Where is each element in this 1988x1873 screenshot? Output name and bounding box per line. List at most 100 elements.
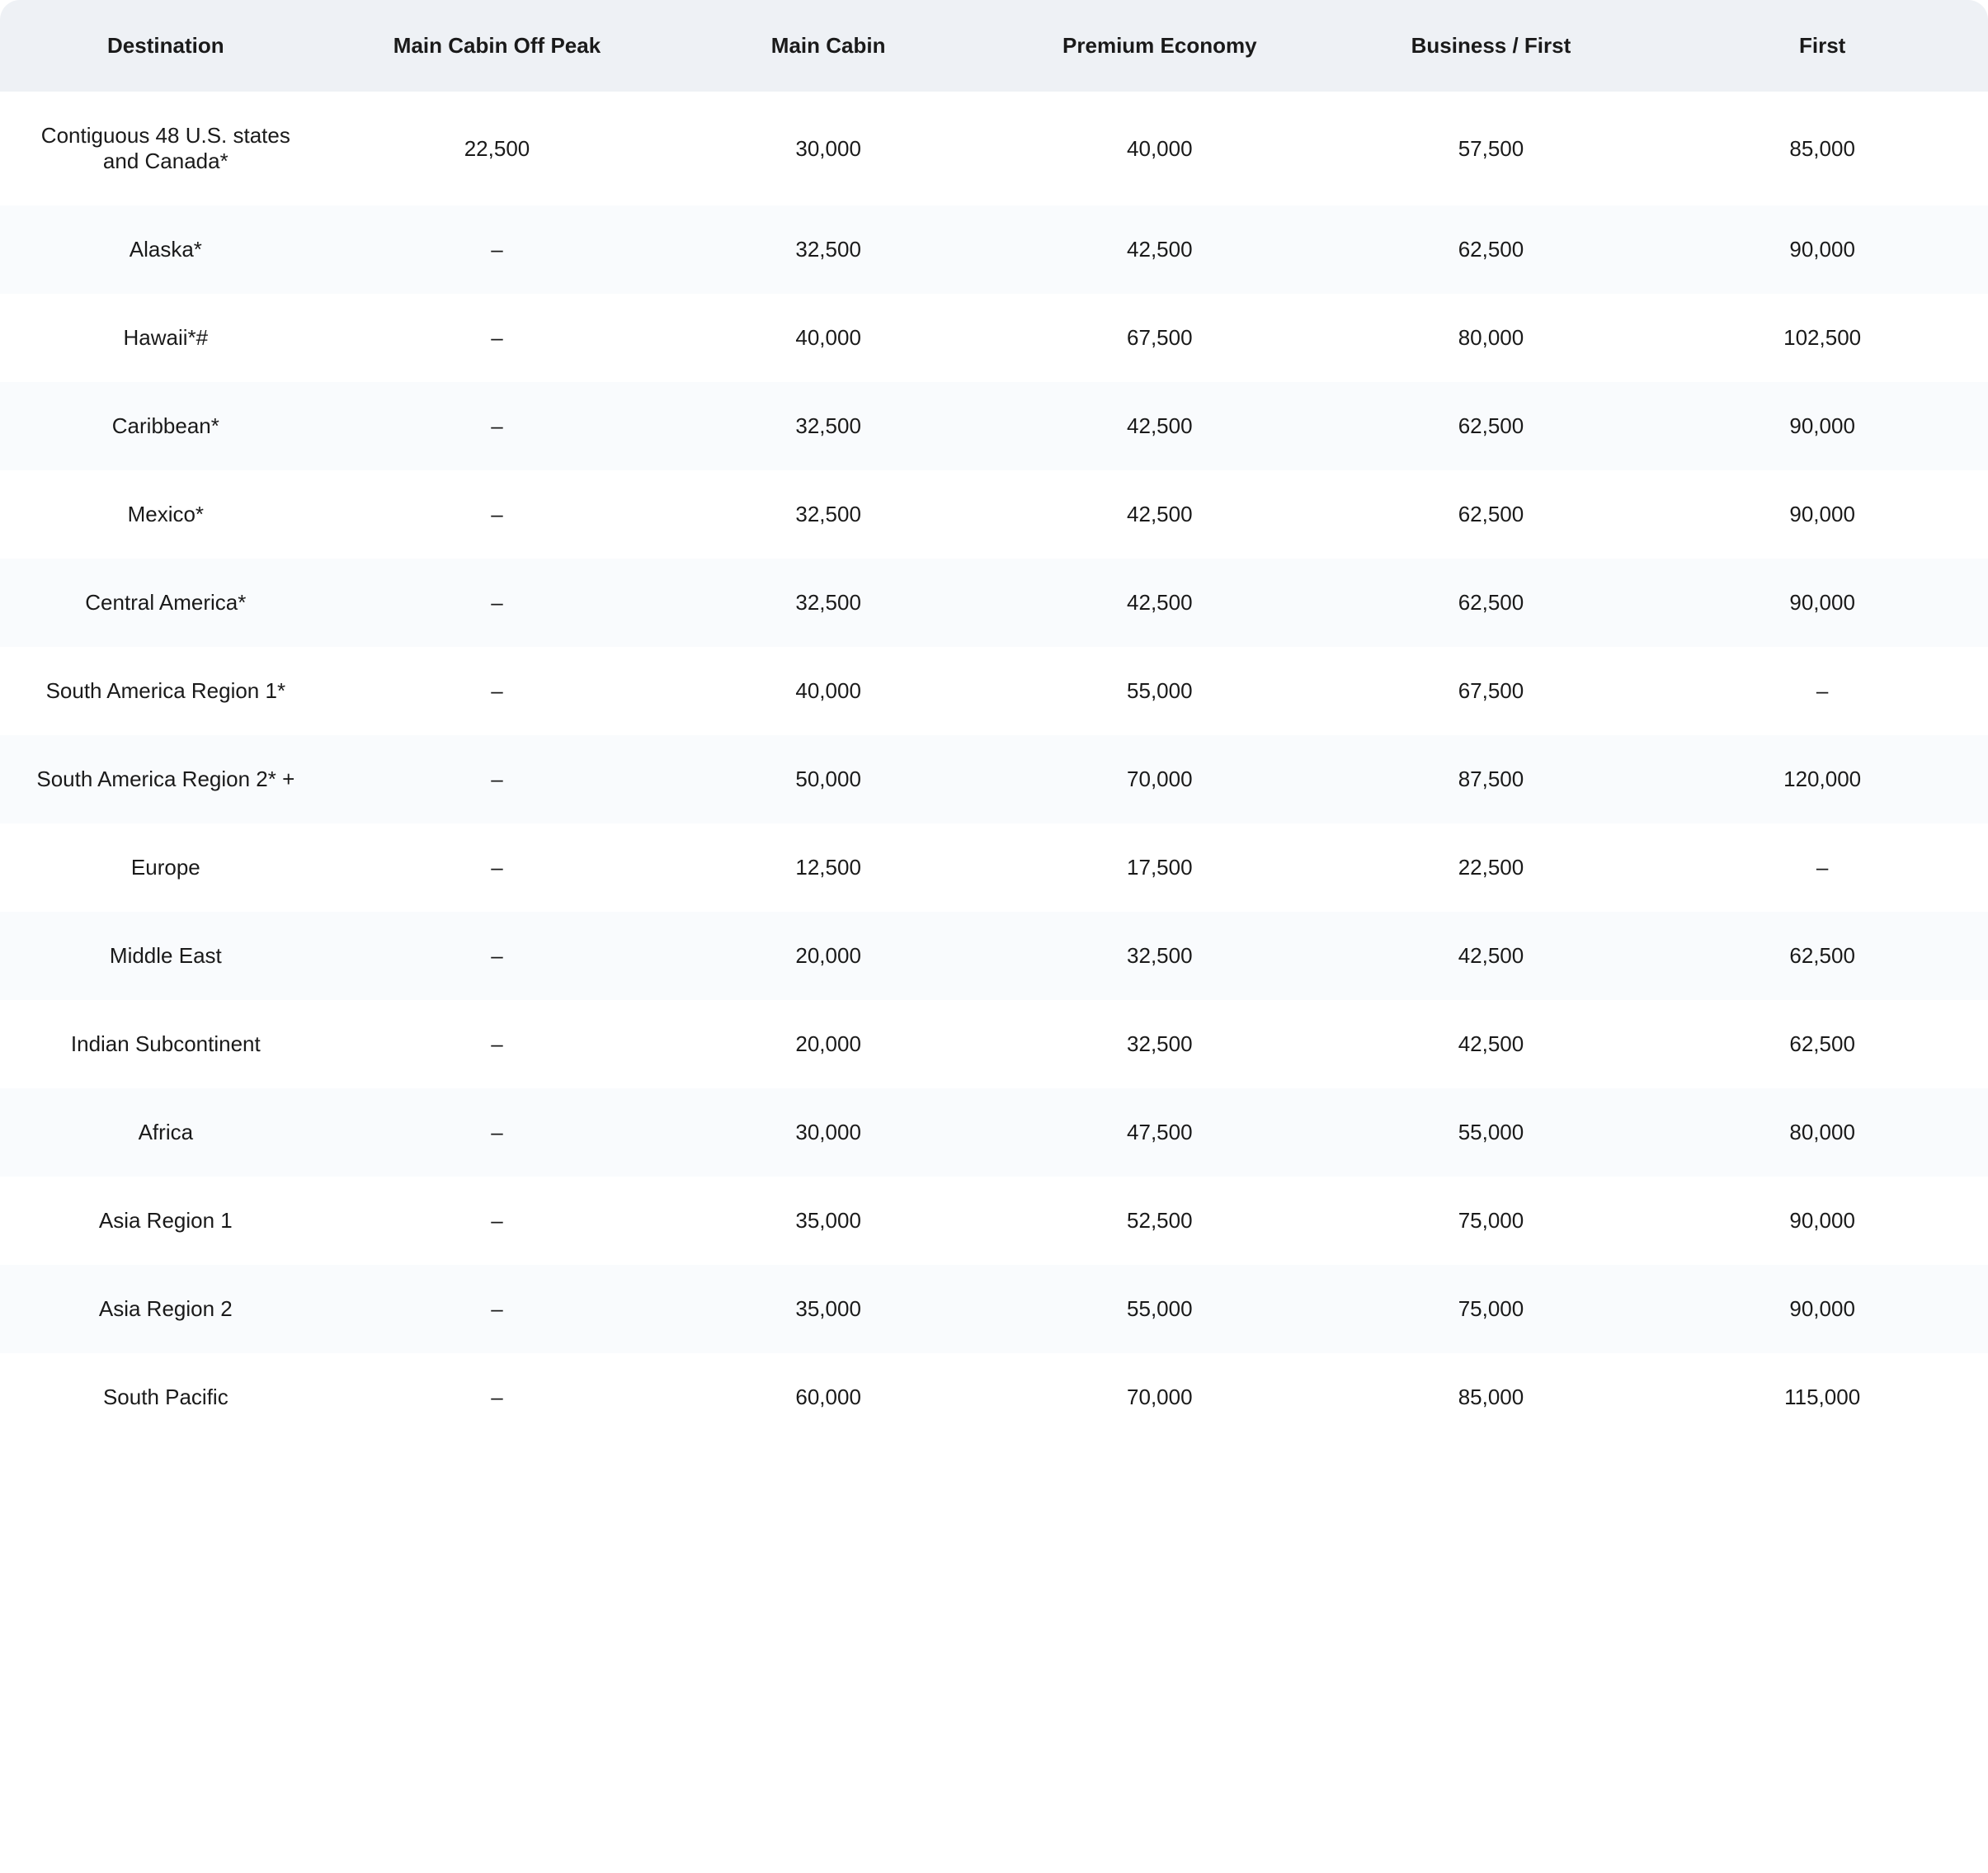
cell-destination: Central America* [0,559,332,647]
cell-value: 85,000 [1326,1353,1657,1441]
table-row: South Pacific–60,00070,00085,000115,000 [0,1353,1988,1441]
table-row: Europe–12,50017,50022,500– [0,823,1988,912]
cell-destination: Middle East [0,912,332,1000]
cell-value: 55,000 [1326,1088,1657,1177]
cell-value: 22,500 [1326,823,1657,912]
cell-value: – [332,1265,663,1353]
cell-value: 55,000 [994,647,1326,735]
table-row: Hawaii*#–40,00067,50080,000102,500 [0,294,1988,382]
cell-value: 50,000 [662,735,994,823]
cell-value: 42,500 [994,205,1326,294]
cell-value: 90,000 [1656,1177,1988,1265]
cell-destination: Africa [0,1088,332,1177]
cell-value: 42,500 [994,470,1326,559]
cell-value: 17,500 [994,823,1326,912]
cell-value: – [332,294,663,382]
cell-value: 52,500 [994,1177,1326,1265]
cell-value: 20,000 [662,912,994,1000]
cell-value: – [332,470,663,559]
cell-value: 90,000 [1656,1265,1988,1353]
table-header: Destination Main Cabin Off Peak Main Cab… [0,0,1988,92]
cell-value: 67,500 [1326,647,1657,735]
table-row: Alaska*–32,50042,50062,50090,000 [0,205,1988,294]
table-header-row: Destination Main Cabin Off Peak Main Cab… [0,0,1988,92]
table-row: Indian Subcontinent–20,00032,50042,50062… [0,1000,1988,1088]
col-header-destination: Destination [0,0,332,92]
cell-value: 60,000 [662,1353,994,1441]
table-row: Caribbean*–32,50042,50062,50090,000 [0,382,1988,470]
cell-value: – [332,735,663,823]
cell-destination: Indian Subcontinent [0,1000,332,1088]
cell-value: 90,000 [1656,470,1988,559]
cell-value: 32,500 [662,470,994,559]
cell-value: 35,000 [662,1177,994,1265]
cell-value: – [332,1088,663,1177]
cell-value: – [332,559,663,647]
cell-destination: Asia Region 1 [0,1177,332,1265]
cell-value: 90,000 [1656,559,1988,647]
table-row: Africa–30,00047,50055,00080,000 [0,1088,1988,1177]
cell-value: 62,500 [1656,1000,1988,1088]
cell-destination: Hawaii*# [0,294,332,382]
cell-value: – [332,1000,663,1088]
cell-value: 35,000 [662,1265,994,1353]
col-header-premium-economy: Premium Economy [994,0,1326,92]
table-row: Central America*–32,50042,50062,50090,00… [0,559,1988,647]
cell-value: 42,500 [1326,1000,1657,1088]
cell-value: 85,000 [1656,92,1988,205]
cell-destination: Europe [0,823,332,912]
table-row: Middle East–20,00032,50042,50062,500 [0,912,1988,1000]
cell-value: 90,000 [1656,382,1988,470]
cell-value: 62,500 [1326,205,1657,294]
col-header-main-cabin: Main Cabin [662,0,994,92]
cell-value: – [332,647,663,735]
cell-value: – [1656,647,1988,735]
cell-value: 22,500 [332,92,663,205]
cell-value: 87,500 [1326,735,1657,823]
award-chart-table: Destination Main Cabin Off Peak Main Cab… [0,0,1988,1441]
cell-value: 12,500 [662,823,994,912]
cell-destination: Caribbean* [0,382,332,470]
cell-destination: South America Region 1* [0,647,332,735]
cell-value: 62,500 [1326,559,1657,647]
cell-value: 62,500 [1326,470,1657,559]
table-row: Mexico*–32,50042,50062,50090,000 [0,470,1988,559]
cell-value: 47,500 [994,1088,1326,1177]
cell-value: 30,000 [662,1088,994,1177]
cell-value: – [332,1177,663,1265]
cell-value: 75,000 [1326,1265,1657,1353]
cell-value: – [1656,823,1988,912]
cell-value: 32,500 [994,912,1326,1000]
cell-value: 40,000 [994,92,1326,205]
cell-value: 80,000 [1656,1088,1988,1177]
cell-value: 62,500 [1656,912,1988,1000]
col-header-business-first: Business / First [1326,0,1657,92]
cell-destination: Asia Region 2 [0,1265,332,1353]
cell-value: – [332,823,663,912]
cell-value: – [332,205,663,294]
cell-value: 67,500 [994,294,1326,382]
table-body: Contiguous 48 U.S. states and Canada*22,… [0,92,1988,1441]
cell-value: 102,500 [1656,294,1988,382]
table-row: Asia Region 2–35,00055,00075,00090,000 [0,1265,1988,1353]
cell-value: 32,500 [662,559,994,647]
cell-value: 120,000 [1656,735,1988,823]
cell-value: 70,000 [994,735,1326,823]
cell-value: 57,500 [1326,92,1657,205]
cell-value: 42,500 [1326,912,1657,1000]
cell-value: 115,000 [1656,1353,1988,1441]
col-header-first: First [1656,0,1988,92]
cell-value: 30,000 [662,92,994,205]
cell-value: 90,000 [1656,205,1988,294]
cell-value: 40,000 [662,647,994,735]
cell-value: 32,500 [662,205,994,294]
cell-value: 80,000 [1326,294,1657,382]
cell-destination: Alaska* [0,205,332,294]
table-row: Contiguous 48 U.S. states and Canada*22,… [0,92,1988,205]
cell-value: 32,500 [994,1000,1326,1088]
cell-destination: Mexico* [0,470,332,559]
cell-destination: South America Region 2* + [0,735,332,823]
cell-value: – [332,1353,663,1441]
cell-value: 20,000 [662,1000,994,1088]
table-row: South America Region 1*–40,00055,00067,5… [0,647,1988,735]
